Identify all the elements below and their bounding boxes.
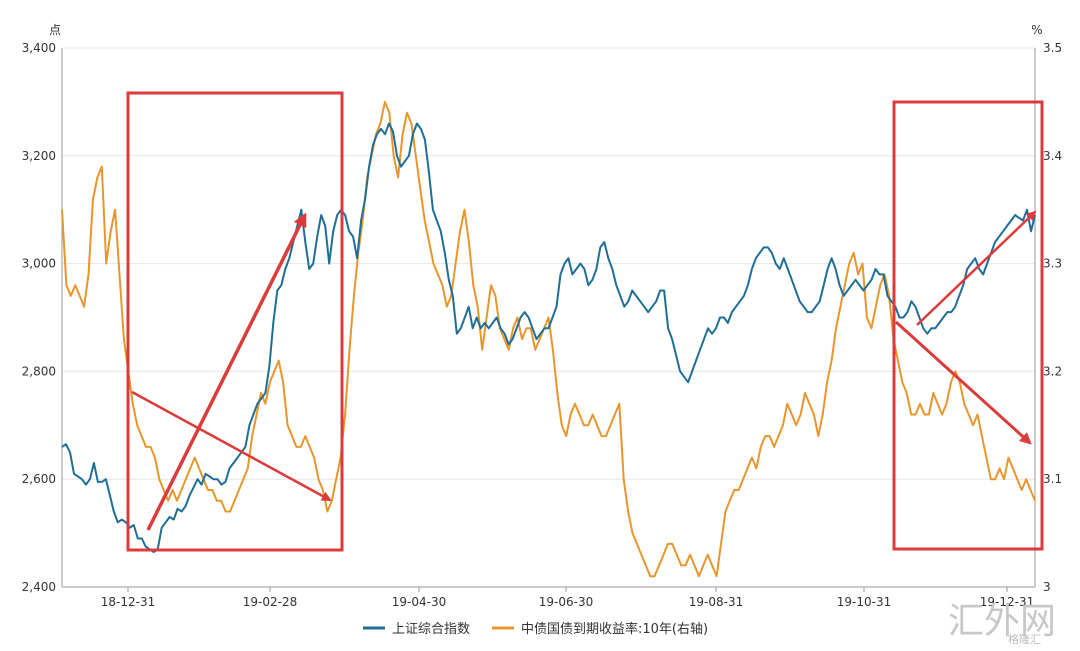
legend-label-sse: 上证综合指数 [392,622,470,637]
x-tick-label: 19-08-31 [689,595,743,609]
x-tick-label: 19-02-28 [243,595,297,609]
left-tick-label: 2,400 [22,580,56,594]
right-tick-label: 3.2 [1043,364,1062,378]
annotation-arrow-down-right [894,320,1032,445]
left-axis-ticks: 2,400 2,600 2,800 3,000 3,200 3,400 [22,41,56,594]
left-axis-unit: 点 [49,23,61,37]
x-axis-ticks: 18-12-31 19-02-28 19-04-30 19-06-30 19-08-31… [101,587,1034,609]
right-tick-label: 3 [1043,580,1051,594]
series-line-sse-index [61,122,1036,553]
right-axis-unit: % [1031,23,1042,37]
legend: 上证综合指数 中债国债到期收益率:10年(右轴) [363,621,708,637]
watermark-logo: 汇外网 [948,601,1056,642]
legend-label-bond: 中债国债到期收益率:10年(右轴) [521,621,708,637]
annotation-arrow-up-left [146,212,307,531]
left-tick-label: 3,000 [22,257,56,271]
annotation-box-left [126,91,344,552]
x-tick-label: 19-12-31 [980,595,1034,609]
series-line-bond-yield [61,100,1036,578]
x-tick-label: 18-12-31 [101,595,155,609]
watermark-sub: 格隆汇 [1008,632,1041,646]
left-tick-label: 3,400 [22,41,56,55]
annotation-arrow-up-right [916,210,1037,326]
right-tick-label: 3.4 [1043,149,1062,163]
left-tick-label: 2,800 [22,364,56,378]
left-tick-label: 3,200 [22,149,56,163]
x-tick-label: 19-10-31 [837,595,891,609]
x-tick-label: 19-04-30 [392,595,446,609]
annotation-box-right [892,100,1044,551]
right-tick-label: 3.3 [1043,257,1062,271]
left-tick-label: 2,600 [22,472,56,486]
right-tick-label: 3.1 [1043,472,1062,486]
right-tick-label: 3.5 [1043,41,1062,55]
annotation-arrow-down-left [131,390,332,502]
x-tick-label: 19-06-30 [539,595,593,609]
right-axis-ticks: 3 3.1 3.2 3.3 3.4 3.5 [1043,41,1062,594]
